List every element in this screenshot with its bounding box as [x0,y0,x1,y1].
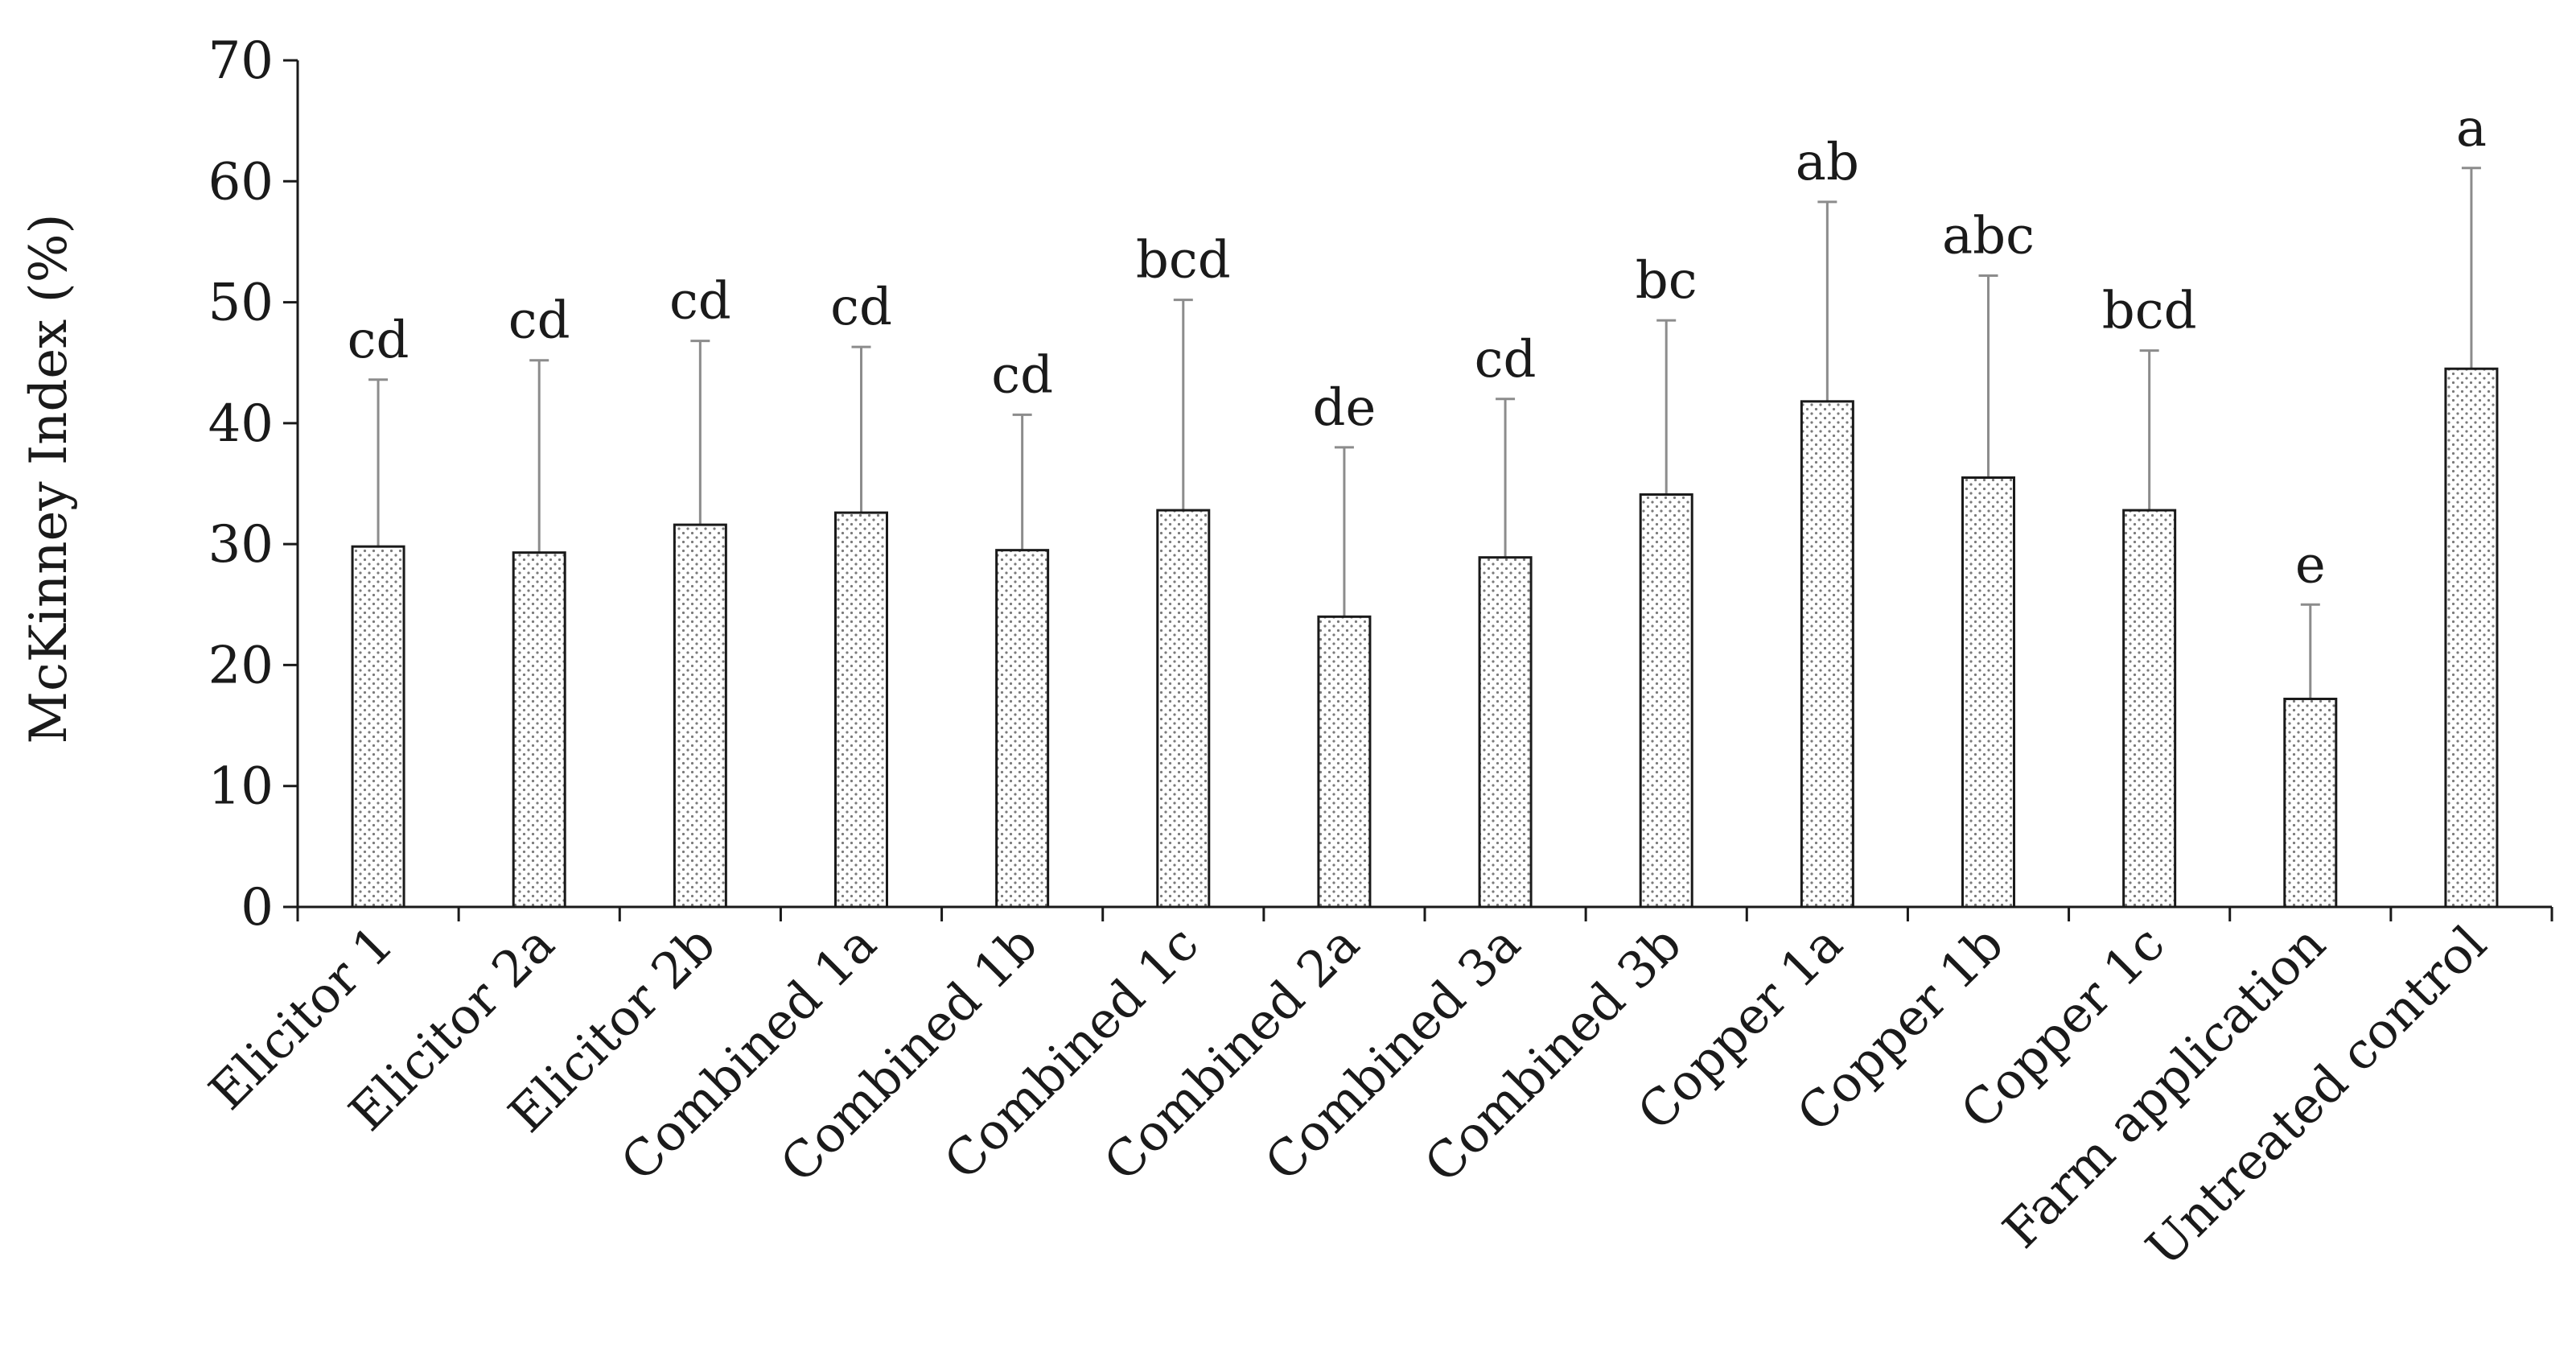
y-tick-label: 10 [208,757,274,817]
significance-label: a [2456,99,2487,159]
bar [1317,615,1372,909]
bar [1961,476,2015,909]
bar [351,545,405,909]
significance-label: ab [1796,133,1859,192]
significance-label: cd [1475,330,1537,389]
y-tick-label: 60 [208,152,274,212]
y-tick-label: 20 [208,636,274,695]
significance-label: cd [508,291,570,351]
bar [2444,367,2499,909]
y-axis-title: McKinney Index (%) [19,214,79,744]
bar [2122,509,2177,909]
significance-label: de [1313,378,1376,438]
significance-label: abc [1942,207,2035,266]
y-tick-label: 50 [208,274,274,333]
bar [1478,556,1533,909]
y-tick-label: 70 [208,31,274,91]
bar [834,511,888,909]
significance-label: cd [991,345,1053,405]
bar [1156,509,1211,909]
significance-label: bc [1636,251,1697,311]
y-tick-label: 30 [208,515,274,575]
y-tick-label: 40 [208,394,274,454]
significance-label: bcd [2102,282,2197,341]
significance-label: e [2295,535,2326,595]
bar [673,523,727,909]
significance-label: cd [348,311,409,370]
significance-label: bcd [1136,231,1231,291]
significance-label: cd [830,278,892,337]
bar [1639,493,1693,909]
y-tick-label: 0 [241,878,274,938]
significance-label: cd [669,272,731,332]
bar [1800,400,1854,909]
bar [2283,698,2338,909]
bar [995,549,1050,909]
bar [512,551,566,909]
